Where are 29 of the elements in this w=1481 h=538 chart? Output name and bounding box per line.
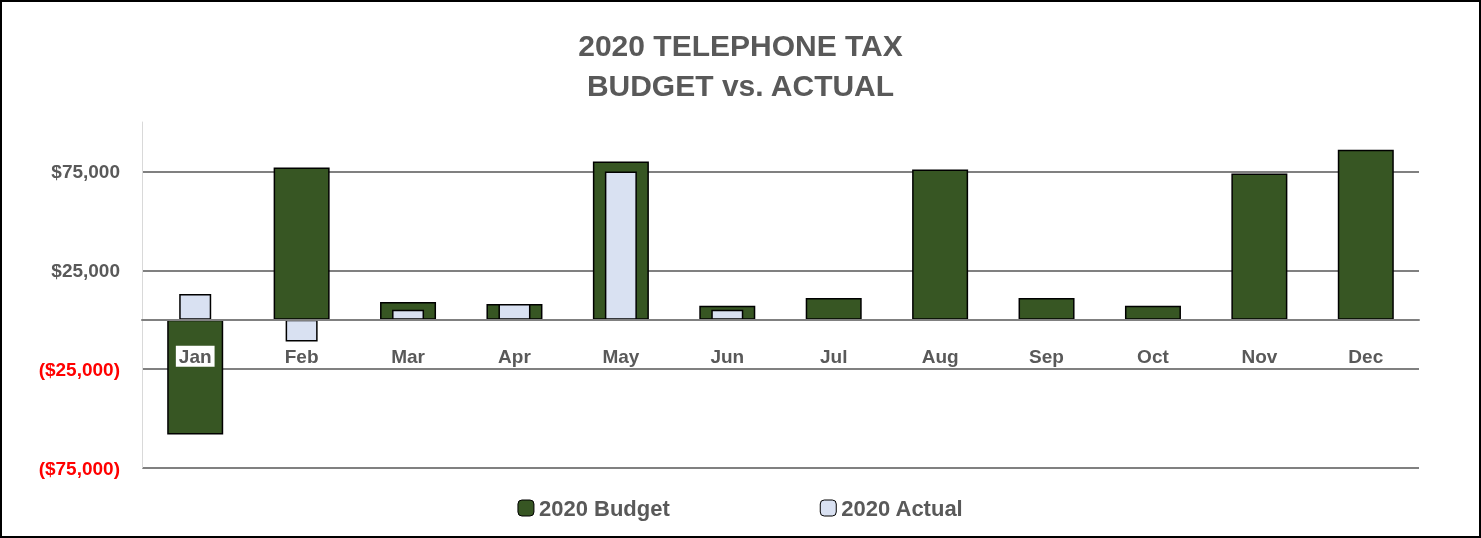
x-tick-label: Feb (284, 345, 319, 367)
bar (1231, 173, 1288, 320)
chart-title: 2020 TELEPHONE TAX BUDGET vs. ACTUAL (578, 28, 903, 102)
bar (179, 294, 212, 320)
bar (273, 167, 330, 320)
y-tick-label: $75,000 (51, 160, 120, 182)
x-tick-label: Nov (1241, 345, 1278, 367)
bar (805, 297, 862, 320)
legend-label: 2020 Budget (538, 495, 671, 521)
x-tick-label: Mar (391, 345, 426, 367)
bar (912, 169, 969, 320)
x-tick-label: Jun (710, 345, 745, 367)
bar (1337, 149, 1394, 320)
x-tick-label: May (602, 345, 640, 367)
x-tick-label: Apr (498, 345, 532, 367)
bar (285, 319, 318, 342)
x-tick-label: Sep (1029, 345, 1064, 367)
y-tick-label: $25,000 (51, 259, 120, 281)
x-tick-label: Dec (1348, 345, 1384, 367)
bar (1018, 297, 1075, 320)
y-tick-label: ($75,000) (38, 457, 120, 479)
x-tick-label: Jul (819, 345, 848, 367)
x-tick-label: Aug (921, 345, 959, 367)
bar (167, 319, 224, 435)
bar (1124, 305, 1181, 320)
x-tick-label: Oct (1137, 345, 1170, 367)
x-tick-label: Jan (178, 345, 212, 367)
legend-label: 2020 Actual (841, 495, 963, 521)
y-tick-label: ($25,000) (38, 358, 120, 380)
